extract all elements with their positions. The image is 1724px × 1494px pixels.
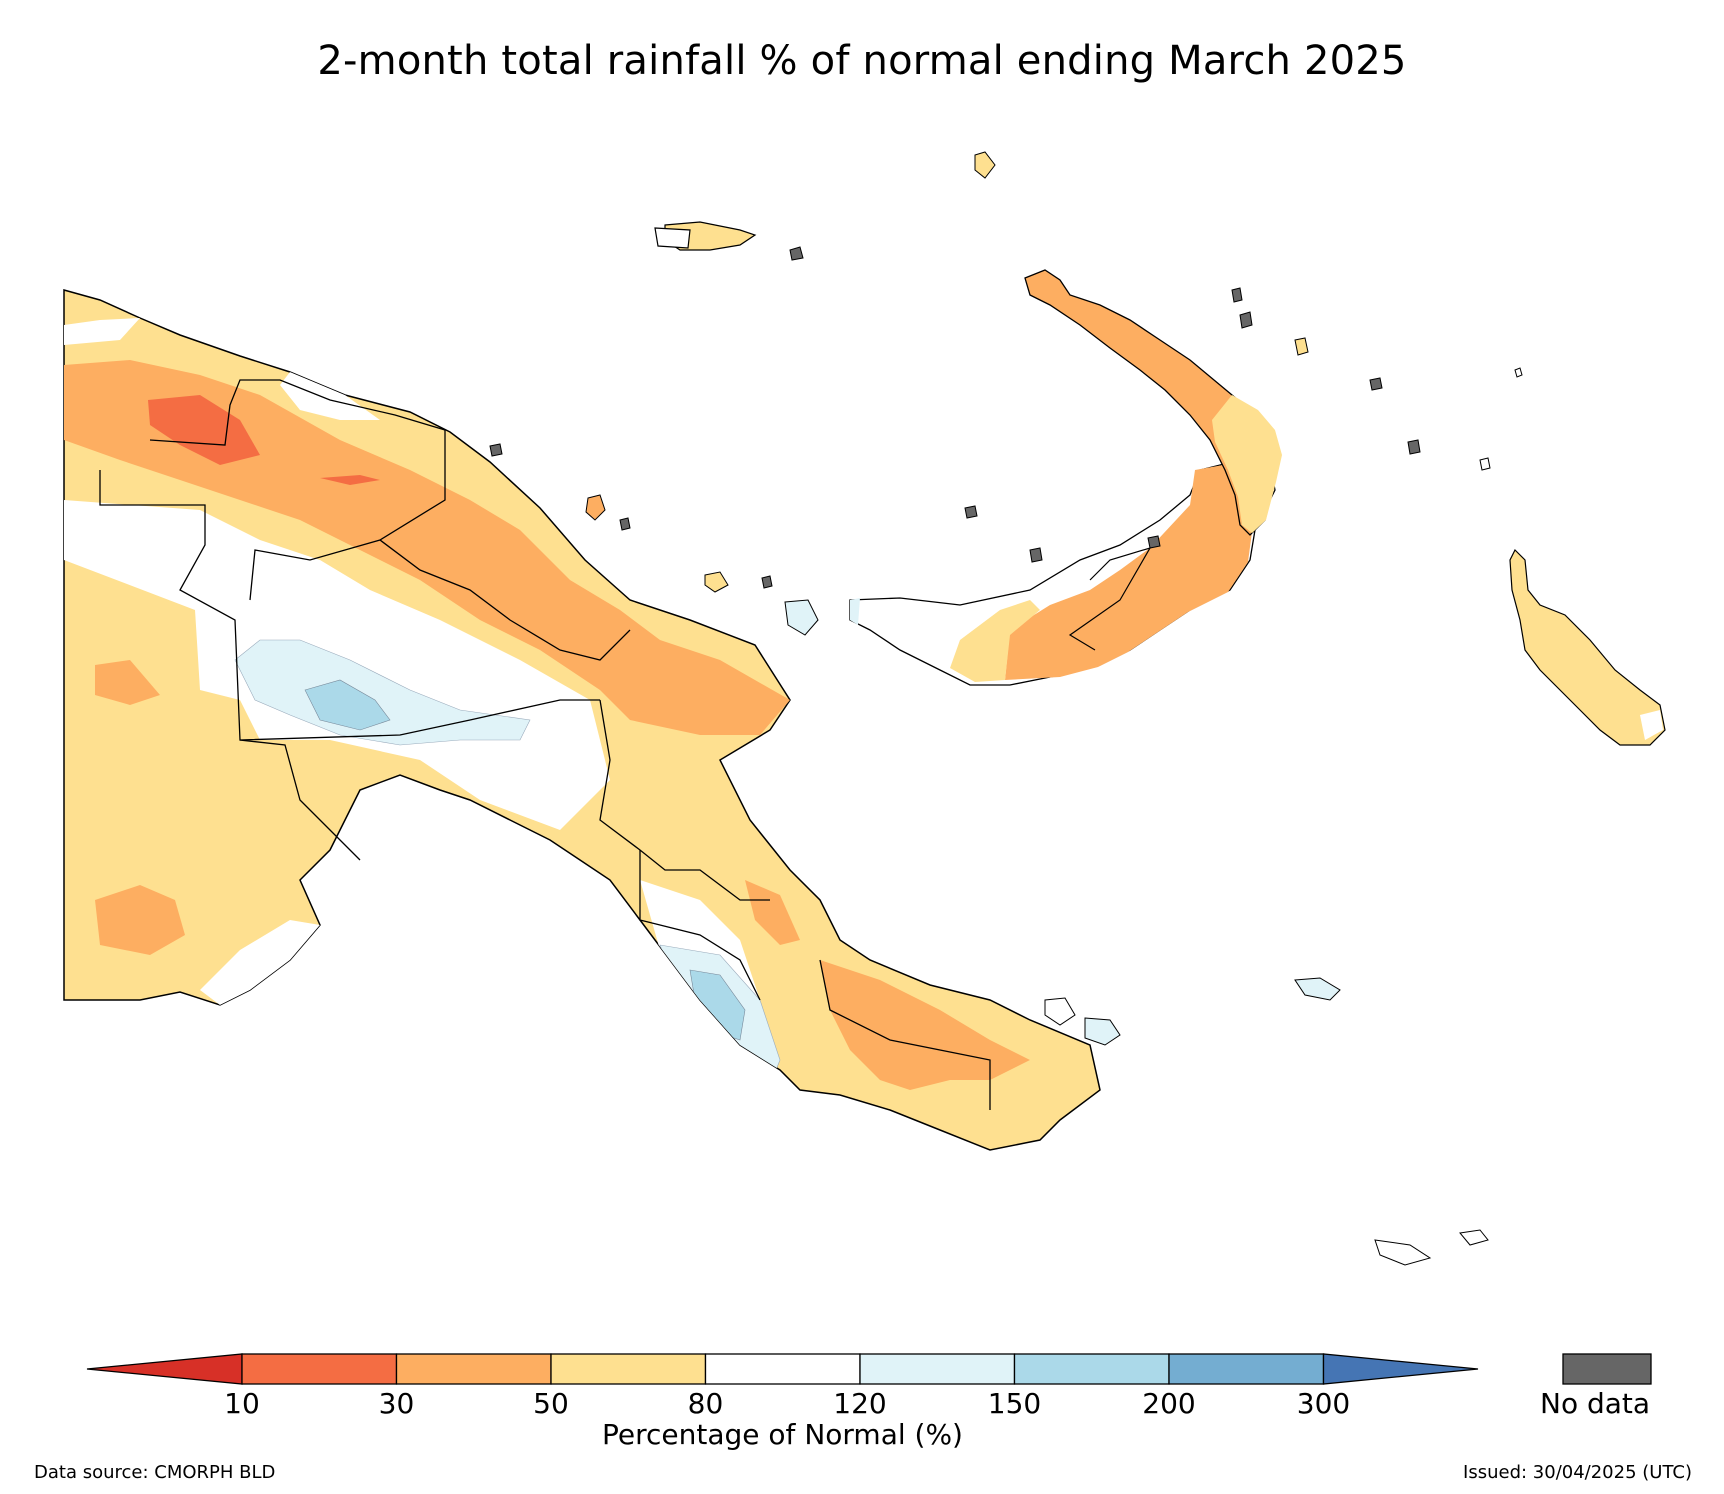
island-bismarck-1: [1479, 457, 1491, 471]
manus-island: [654, 221, 804, 261]
zone-dry-sw: [95, 885, 185, 955]
new-britain-boundary: [1068, 546, 1152, 651]
new-britain-dry: [1005, 462, 1272, 680]
nodata-island-7: [1029, 547, 1043, 563]
zone-dry-w: [95, 660, 160, 705]
nodata-island-4: [489, 443, 503, 457]
island-karkar: [585, 494, 606, 521]
zone-wetter-central: [304, 679, 391, 731]
colorbar-bin-50-80: [550, 1353, 707, 1385]
zone-very-dry-north: [148, 395, 260, 465]
colorbar-high-extend: [1322, 1353, 1479, 1385]
data-source: Data source: CMORPH BLD: [34, 1462, 276, 1483]
colorbar-tick-30: 30: [378, 1387, 415, 1420]
colorbar-bin-200-300: [1168, 1353, 1325, 1385]
mussau-island: [974, 151, 996, 179]
colorbar-label: Percentage of Normal (%): [602, 1418, 963, 1451]
manus-wet: [654, 227, 691, 249]
new-britain: [849, 459, 1276, 686]
island-bismarck-2: [1514, 367, 1523, 378]
small-islands: [489, 151, 1523, 1266]
bougainville-base: [1509, 548, 1666, 746]
new-britain-moderate: [950, 600, 1040, 682]
province-boundaries: [99, 379, 991, 1110]
colorbar-tick-200: 200: [1142, 1387, 1196, 1420]
no-data-label: No data: [1540, 1387, 1651, 1420]
colorbar-tick-50: 50: [533, 1387, 569, 1420]
zone-very-dry-strip: [320, 475, 380, 485]
island-woodlark: [1459, 1229, 1489, 1246]
nodata-island-9: [964, 505, 978, 519]
nodata-island-1: [1231, 287, 1243, 303]
manus-nodata: [789, 246, 804, 261]
zone-dry-east: [745, 880, 800, 945]
island-goodenough: [1044, 997, 1076, 1026]
colorbar-tick-150: 150: [987, 1387, 1042, 1420]
new-britain-base: [849, 459, 1276, 686]
colorbar-tick-120: 120: [833, 1387, 887, 1420]
colorbar-tick-80: 80: [687, 1387, 724, 1420]
zone-normal-north: [64, 318, 140, 345]
new-britain-wet: [850, 598, 860, 625]
nodata-island-6: [619, 517, 631, 531]
zone-wet-central: [234, 639, 531, 746]
zone-normal-sw: [200, 920, 320, 1005]
colorbar-bin-150-200: [1013, 1353, 1170, 1385]
island-rossel: [1374, 1239, 1432, 1266]
bougainville: [1509, 548, 1666, 746]
new-ireland-moderate: [1212, 395, 1282, 533]
colorbar-low-extend: [86, 1353, 243, 1385]
new-ireland: [1024, 269, 1282, 536]
colorbar-bin-30-50: [395, 1353, 552, 1385]
colorbar: [86, 1353, 1652, 1385]
island-umboi: [784, 599, 819, 636]
colorbar-bin-10-30: [241, 1353, 398, 1385]
nodata-island-10: [1369, 377, 1383, 391]
island-buka: [1294, 337, 1309, 356]
island-long: [704, 571, 729, 593]
nodata-island-2: [1239, 311, 1253, 329]
colorbar-tick-300: 300: [1296, 1387, 1351, 1420]
bougainville-normal: [1640, 710, 1663, 740]
nodata-island-5: [761, 575, 773, 589]
nodata-island-3: [1407, 439, 1421, 455]
issued-date: Issued: 30/04/2025 (UTC): [1463, 1462, 1692, 1483]
island-fergusson: [1084, 1017, 1121, 1046]
island-trobriand: [1294, 977, 1341, 1001]
no-data-swatch: [1562, 1353, 1652, 1385]
nodata-island-8: [1147, 535, 1161, 549]
colorbar-bin-120-150: [859, 1353, 1016, 1385]
colorbar-tick-10: 10: [224, 1387, 260, 1420]
map-title: 2-month total rainfall % of normal endin…: [317, 38, 1407, 84]
colorbar-bin-80-120: [704, 1353, 861, 1385]
zone-normal-ridge: [280, 372, 380, 420]
mainland-png: [63, 289, 1101, 1151]
